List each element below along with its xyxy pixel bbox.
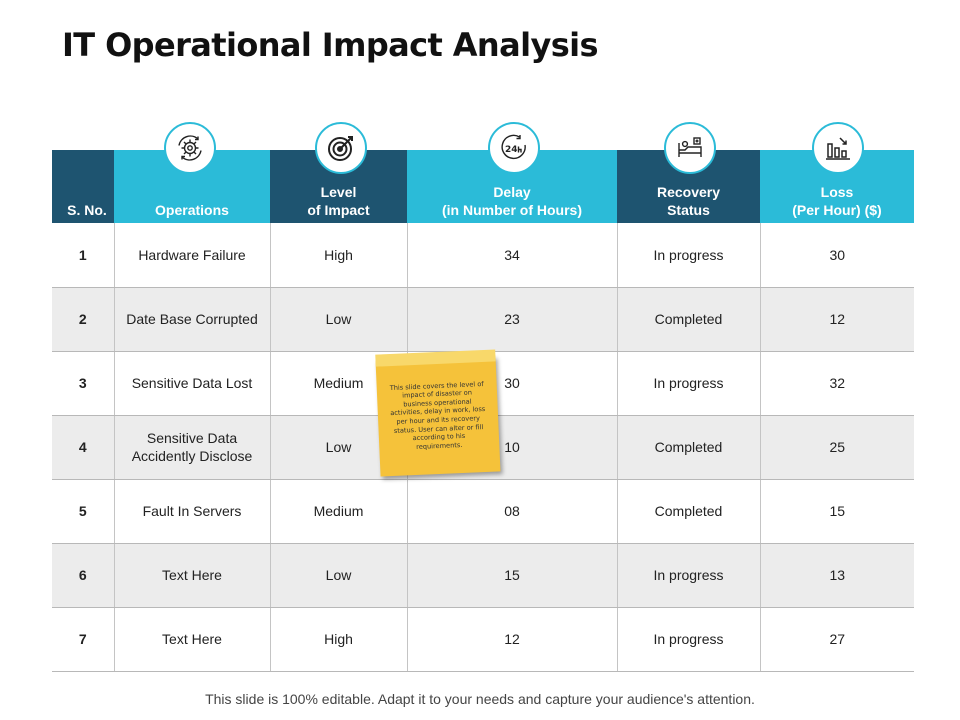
cell-status: Completed: [617, 287, 761, 352]
cell-operation: Hardware Failure: [114, 223, 271, 288]
cell-level: High: [270, 223, 408, 288]
cell-sno: 6: [52, 543, 115, 608]
cell-sno: 4: [52, 415, 115, 480]
cell-status: In progress: [617, 223, 761, 288]
cell-delay: 15: [407, 543, 618, 608]
cell-operation: Date Base Corrupted: [114, 287, 271, 352]
impact-table: S. No. Operations Level of Impact Delay (i…: [52, 150, 914, 672]
cell-loss: 15: [760, 479, 914, 544]
table-row: 1 Hardware Failure High 34 In progress 3…: [52, 223, 914, 288]
cell-status: In progress: [617, 543, 761, 608]
cell-delay: 12: [407, 607, 618, 672]
sticky-note-text: This slide covers the level of impact of…: [389, 379, 486, 451]
cell-sno: 1: [52, 223, 115, 288]
gear-cycle-icon: [164, 122, 216, 174]
table-row: 6 Text Here Low 15 In progress 13: [52, 543, 914, 608]
target-icon: [315, 122, 367, 174]
cell-sno: 7: [52, 607, 115, 672]
cell-sno: 2: [52, 287, 115, 352]
cell-loss: 27: [760, 607, 914, 672]
cell-status: Completed: [617, 479, 761, 544]
bar-chart-down-icon: [812, 122, 864, 174]
clock-24h-icon: 24: [488, 122, 540, 174]
cell-loss: 25: [760, 415, 914, 480]
table-row: 5 Fault In Servers Medium 08 Completed 1…: [52, 479, 914, 544]
col-header-delay: Delay (in Number of Hours): [407, 150, 617, 223]
cell-sno: 5: [52, 479, 115, 544]
cell-delay: 34: [407, 223, 618, 288]
table-row: 7 Text Here High 12 In progress 27: [52, 607, 914, 672]
cell-level: Low: [270, 287, 408, 352]
footer-text: This slide is 100% editable. Adapt it to…: [205, 691, 755, 707]
sticky-note: This slide covers the level of impact of…: [375, 355, 501, 477]
page-title: IT Operational Impact Analysis: [62, 26, 599, 64]
cell-delay: 08: [407, 479, 618, 544]
cell-delay: 23: [407, 287, 618, 352]
cell-loss: 30: [760, 223, 914, 288]
table-row: 2 Date Base Corrupted Low 23 Completed 1…: [52, 287, 914, 352]
cell-status: In progress: [617, 351, 761, 416]
cell-status: Completed: [617, 415, 761, 480]
cell-loss: 13: [760, 543, 914, 608]
cell-sno: 3: [52, 351, 115, 416]
cell-status: In progress: [617, 607, 761, 672]
cell-operation: Sensitive Data Lost: [114, 351, 271, 416]
recovery-bed-icon: [664, 122, 716, 174]
col-header-sno: S. No.: [52, 150, 114, 223]
cell-loss: 32: [760, 351, 914, 416]
svg-text:24: 24: [505, 145, 518, 155]
cell-level: Low: [270, 543, 408, 608]
cell-operation: Sensitive Data Accidently Disclose: [114, 415, 271, 480]
cell-level: Medium: [270, 479, 408, 544]
cell-operation: Fault In Servers: [114, 479, 271, 544]
cell-operation: Text Here: [114, 607, 271, 672]
cell-level: High: [270, 607, 408, 672]
cell-loss: 12: [760, 287, 914, 352]
cell-operation: Text Here: [114, 543, 271, 608]
